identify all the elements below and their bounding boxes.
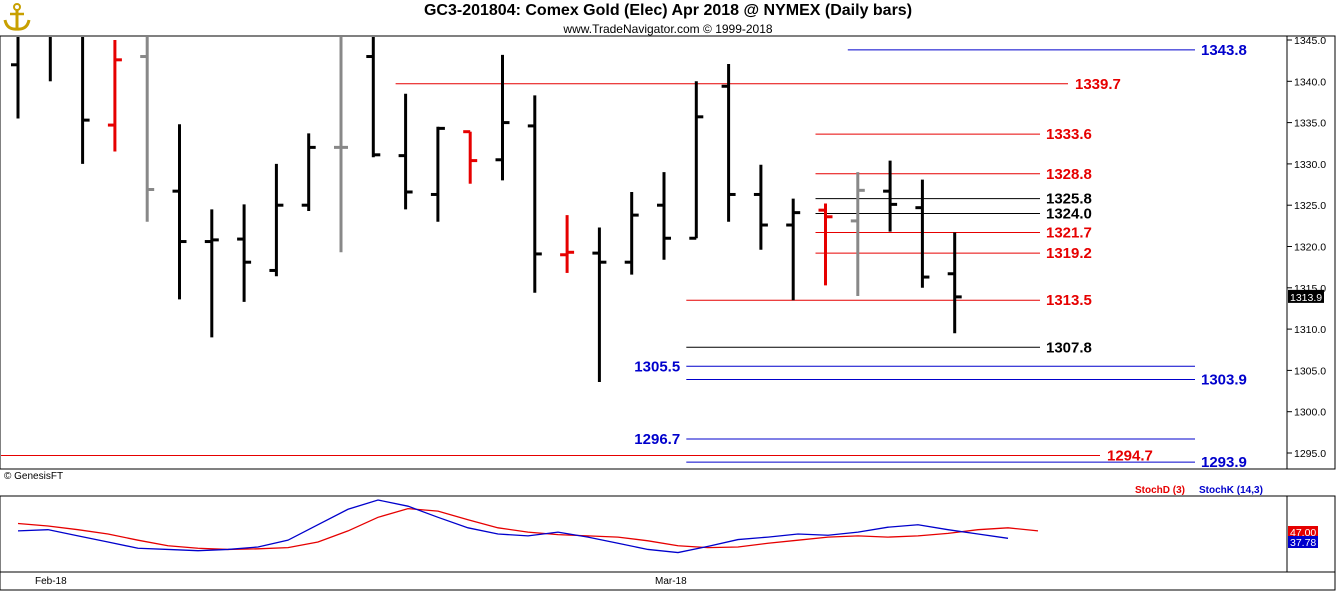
price-axis: [1286, 35, 1336, 470]
y-tick-label: 1320.0: [1294, 242, 1326, 254]
y-tick-label: 1330.0: [1294, 159, 1326, 171]
y-tick-label: 1345.0: [1294, 35, 1326, 47]
y-tick-label: 1335.0: [1294, 118, 1326, 130]
level-label: 1333.6: [1046, 126, 1092, 143]
stochk-line: [17, 499, 1009, 554]
level-label: 1319.2: [1046, 245, 1092, 262]
y-tick-label: 1310.0: [1294, 324, 1326, 336]
price-axis-ticks: 1295.01300.01305.01310.01315.01320.01325…: [1287, 35, 1326, 460]
y-tick-label: 1340.0: [1294, 76, 1326, 88]
level-label: 1305.5: [634, 358, 680, 375]
level-label: 1307.8: [1046, 339, 1092, 356]
anchor-logo-icon: [2, 2, 32, 37]
level-label: 1294.7: [1107, 447, 1153, 464]
stoch-value-box: [1288, 526, 1318, 538]
level-label: 1324.0: [1046, 205, 1092, 222]
stochk-legend: StochK (14,3): [1199, 485, 1263, 496]
chart-title: GC3-201804: Comex Gold (Elec) Apr 2018 @…: [423, 2, 913, 19]
level-label: 1339.7: [1075, 76, 1121, 93]
y-tick-label: 1305.0: [1294, 365, 1326, 377]
stochd-line: [17, 507, 1039, 551]
price-panel: [0, 35, 1288, 470]
x-label-mar: Mar-18: [655, 576, 687, 587]
last-price-box: [1288, 289, 1324, 303]
y-tick-label: 1300.0: [1294, 407, 1326, 419]
level-label: 1321.7: [1046, 224, 1092, 241]
level-label: 1296.7: [634, 431, 680, 448]
chart-subtitle: www.TradeNavigator.com © 1999-2018: [563, 22, 773, 36]
stoch-value-box: [1288, 536, 1318, 548]
y-tick-label: 1295.0: [1294, 448, 1326, 460]
stochd-legend: StochD (3): [1135, 485, 1185, 496]
level-label: 1343.8: [1201, 42, 1247, 59]
stoch-value-label: 37.78: [1290, 537, 1316, 549]
y-tick-label: 1325.0: [1294, 200, 1326, 212]
price-bars: [11, 37, 962, 382]
level-label: 1293.9: [1201, 454, 1247, 471]
level-label: 1303.9: [1201, 371, 1247, 388]
level-label: 1325.8: [1046, 191, 1092, 208]
level-label: 1313.5: [1046, 292, 1092, 309]
date-axis: [0, 571, 1336, 591]
last-price-label: 1313.9: [1290, 292, 1322, 304]
x-label-feb: Feb-18: [35, 576, 67, 587]
copyright-label: © GenesisFT: [4, 471, 63, 482]
stoch-panel: [0, 495, 1288, 573]
level-label: 1328.8: [1046, 166, 1092, 183]
